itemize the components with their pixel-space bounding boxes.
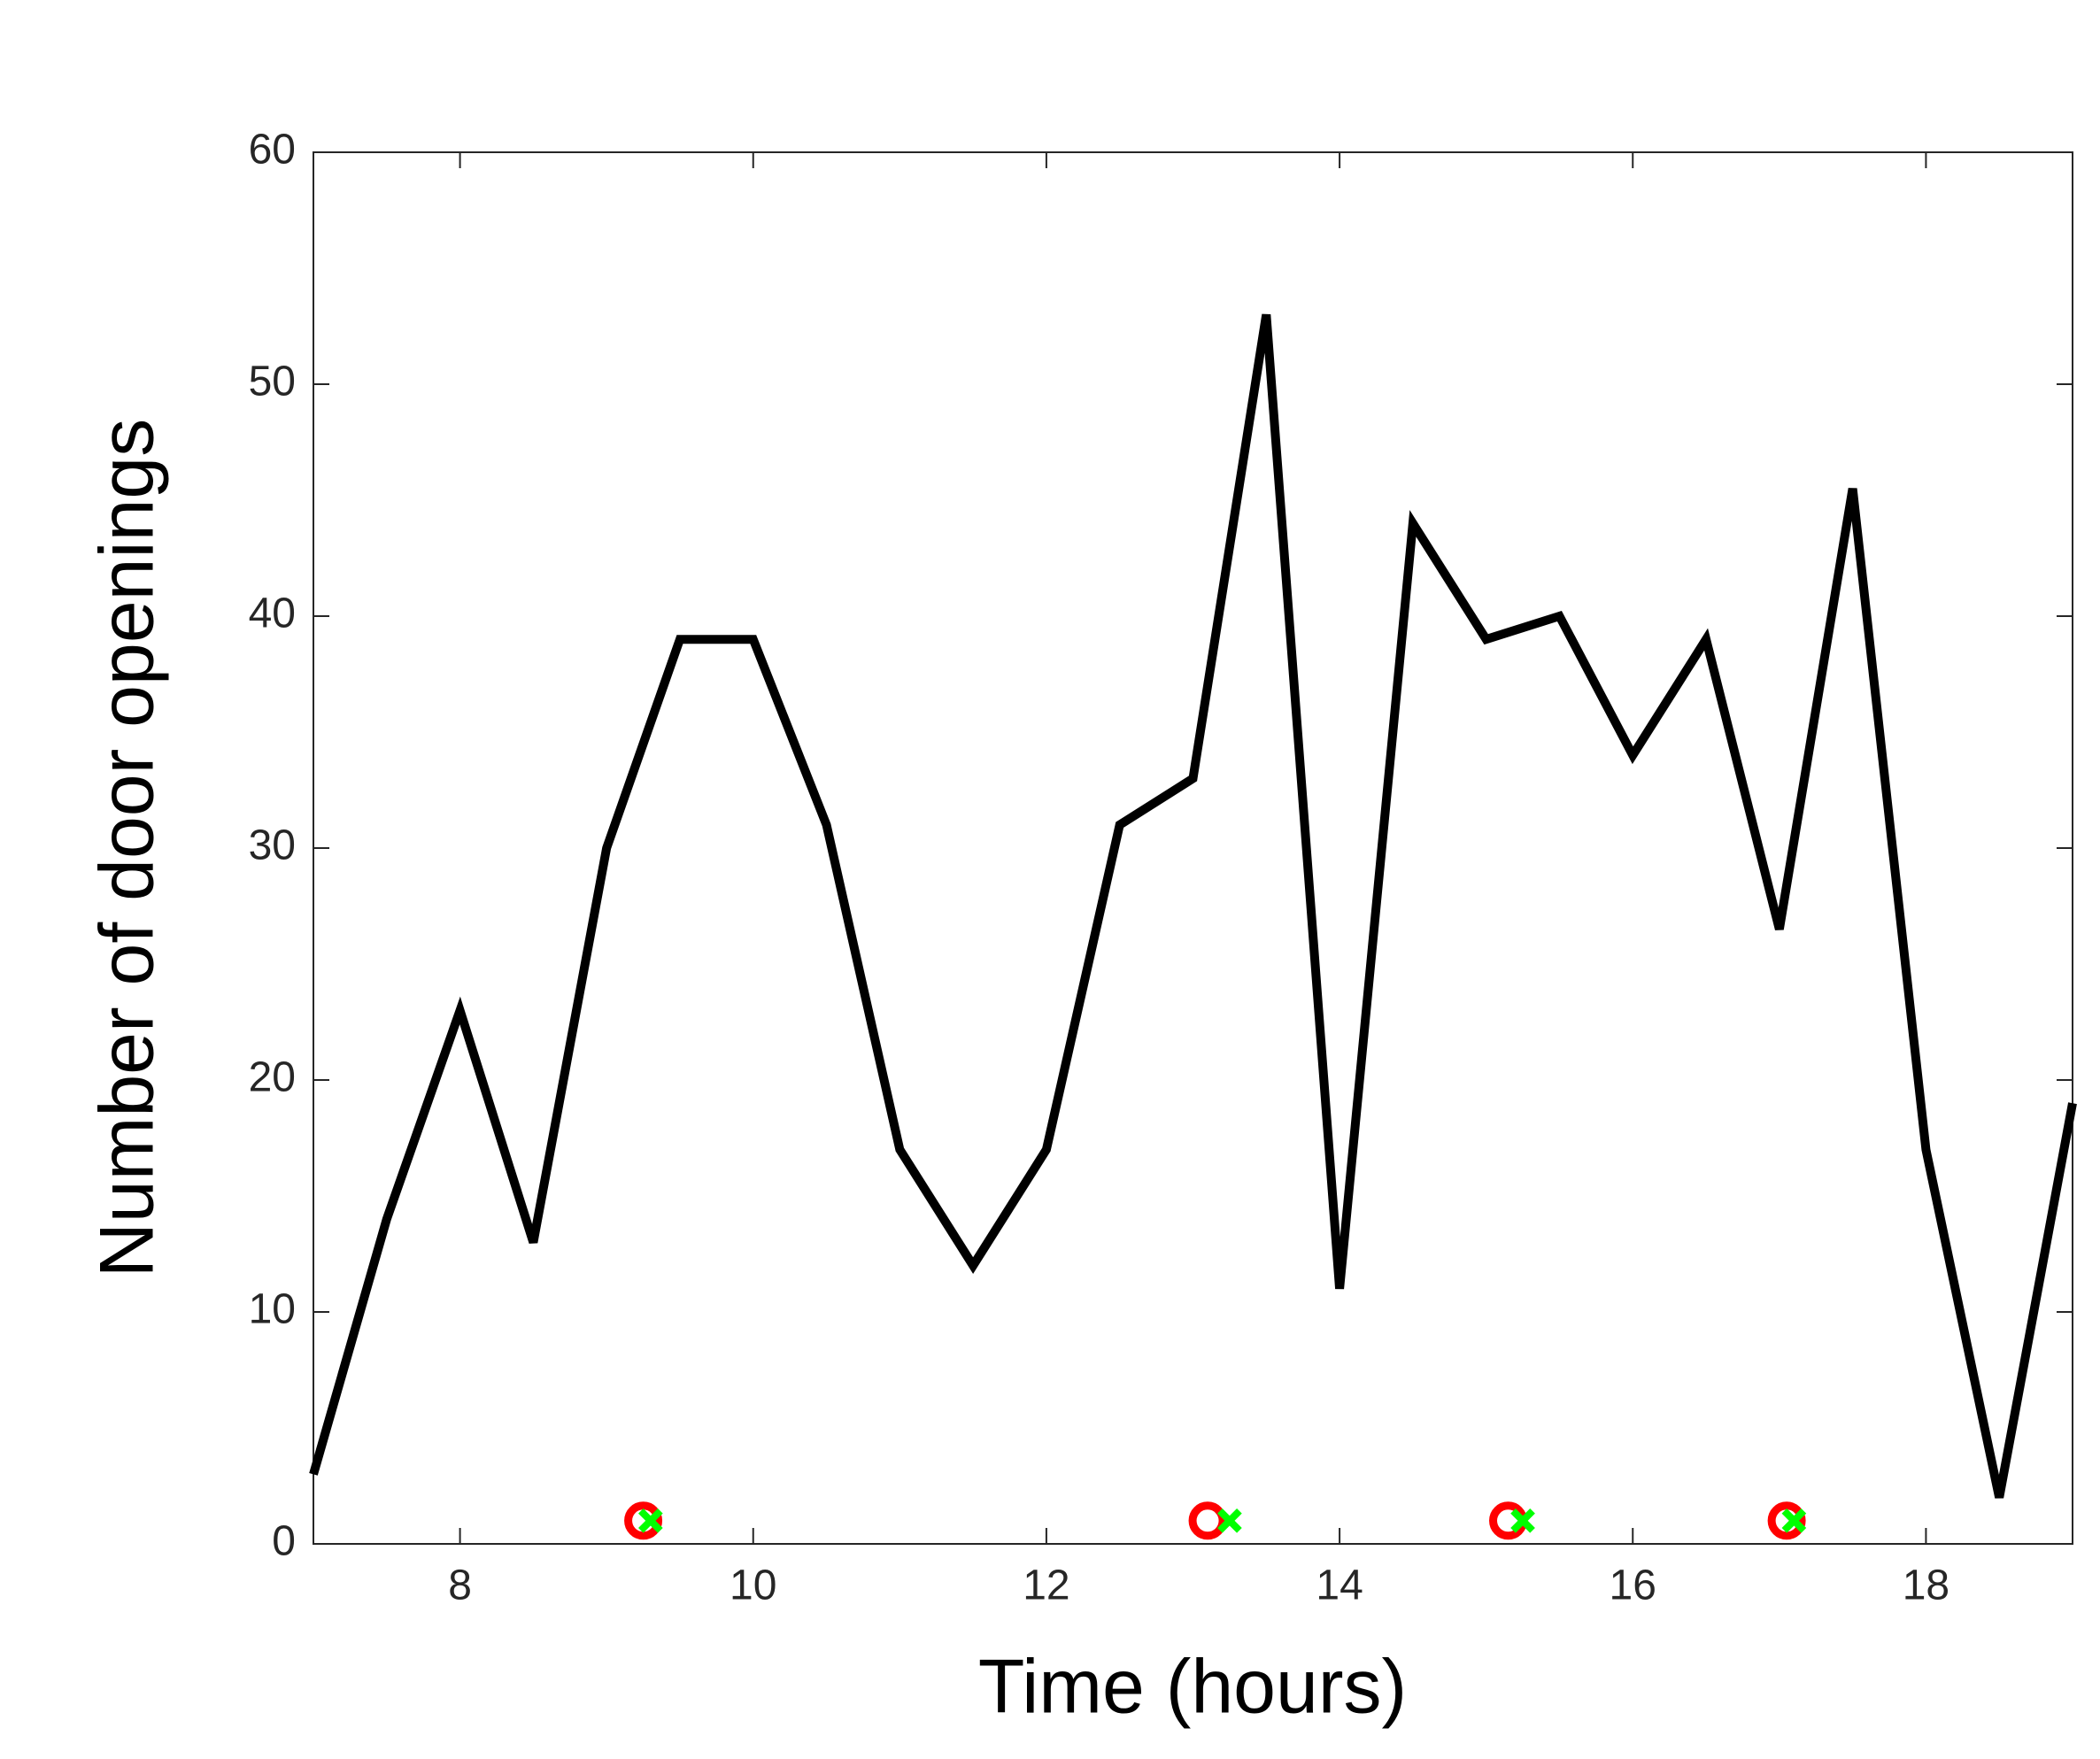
y-tick-label: 20 xyxy=(249,1054,296,1101)
y-axis-label: Number of door openings xyxy=(85,419,170,1277)
x-tick-label: 12 xyxy=(1023,1562,1069,1609)
y-tick-label: 0 xyxy=(272,1518,296,1565)
y-tick-label: 60 xyxy=(249,127,296,174)
marker-circle xyxy=(624,1501,663,1540)
y-tick-label: 50 xyxy=(249,359,296,405)
x-axis-label: Time (hours) xyxy=(978,1645,1407,1730)
y-tick-label: 30 xyxy=(249,822,296,869)
y-tick-label: 40 xyxy=(249,590,296,637)
marker-x xyxy=(1781,1508,1807,1533)
x-tick-label: 16 xyxy=(1610,1562,1656,1609)
marker-x xyxy=(1510,1508,1535,1533)
x-tick-label: 8 xyxy=(448,1562,472,1609)
marker-x xyxy=(1217,1508,1242,1533)
data-line xyxy=(309,313,2077,1499)
x-tick-label: 14 xyxy=(1316,1562,1363,1609)
marker-x xyxy=(638,1508,663,1533)
x-tick-label: 18 xyxy=(1903,1562,1949,1609)
x-tick-label: 10 xyxy=(730,1562,776,1609)
y-tick-label: 10 xyxy=(249,1286,296,1333)
marker-circle xyxy=(1767,1501,1806,1540)
marker-circle xyxy=(1188,1501,1227,1540)
